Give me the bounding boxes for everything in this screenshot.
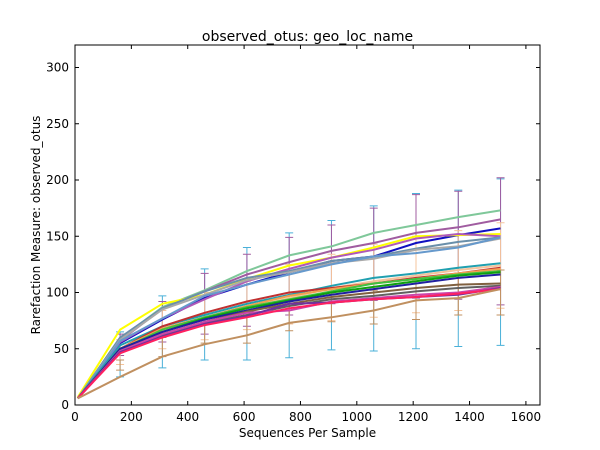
- series-lines: [76, 209, 501, 400]
- series-line: [76, 237, 501, 399]
- x-tick-label: 0: [71, 410, 79, 424]
- series-line: [76, 233, 501, 398]
- x-tick-label: 600: [233, 410, 256, 424]
- y-tick-label: 150: [46, 229, 69, 243]
- series-line: [77, 285, 501, 399]
- y-tick-label: 50: [54, 342, 69, 356]
- y-tick-label: 100: [46, 286, 69, 300]
- x-tick-label: 800: [289, 410, 312, 424]
- x-tick-label: 1400: [454, 410, 485, 424]
- error-bar: [116, 359, 125, 371]
- series-line: [77, 270, 501, 399]
- series-line: [76, 236, 501, 399]
- chart-title: observed_otus: geo_loc_name: [202, 29, 413, 45]
- series-line: [77, 262, 501, 399]
- y-tick-label: 200: [46, 173, 69, 187]
- x-tick-label: 400: [176, 410, 199, 424]
- y-tick-label: 250: [46, 117, 69, 131]
- x-tick-label: 1200: [398, 410, 429, 424]
- y-tick-label: 0: [61, 398, 69, 412]
- series-line: [77, 273, 501, 399]
- x-axis-label: Sequences Per Sample: [239, 426, 376, 440]
- series-line: [76, 236, 501, 399]
- x-tick-label: 1600: [511, 410, 542, 424]
- series-line: [77, 288, 501, 400]
- y-tick-label: 300: [46, 61, 69, 75]
- y-axis-label: Rarefaction Measure: observed_otus: [29, 116, 43, 335]
- series-line: [77, 288, 501, 399]
- plot-frame: [74, 44, 541, 406]
- x-tick-label: 200: [120, 410, 143, 424]
- x-tick-label: 1000: [342, 410, 373, 424]
- axis-ticks: 0 200 400 600 800 1000 1200 1400 1600 0 50 100 150 20…: [46, 45, 541, 424]
